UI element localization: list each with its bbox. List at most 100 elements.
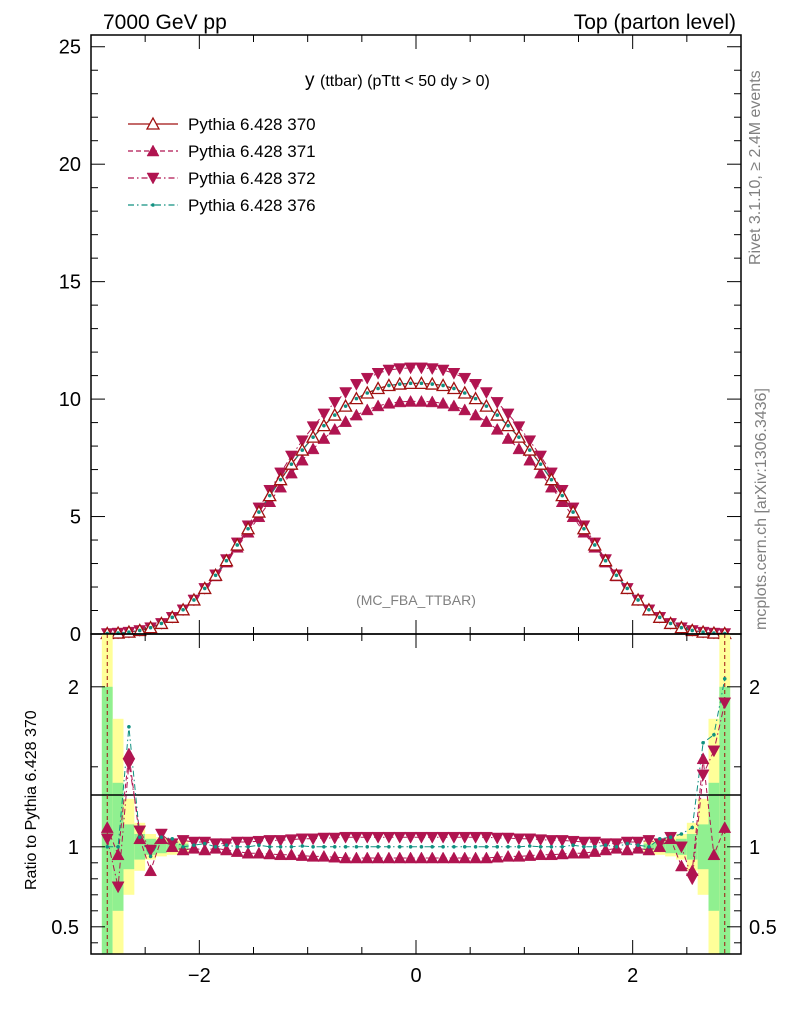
ratio-data-point [274,848,288,861]
ratio-bands [101,634,731,954]
ratio-data-point [425,851,439,864]
main-data-point [148,625,153,630]
main-data-point [657,615,662,620]
ratio-data-point [462,845,467,849]
main-data-point [328,422,342,435]
ratio-data-point [360,831,374,844]
ratio-data-point [317,832,331,845]
main-data-point [349,379,363,391]
ratio-data-point [343,845,348,849]
ratio-data-point [696,769,710,782]
ratio-data-point [647,845,651,849]
main-data-point [192,598,196,602]
ratio-data-point [274,835,288,847]
ratio-data-point [447,851,461,864]
ratio-data-point [469,831,483,844]
main-data-point [387,383,391,388]
legend-marker [151,203,155,207]
main-data-point [690,628,695,633]
main-data-point [371,368,385,380]
main-data-point [354,396,359,401]
ratio-data-point [484,845,489,849]
ratio-data-point [263,835,277,847]
main-data-point [512,442,526,455]
legend-label: Pythia 6.428 370 [188,115,316,134]
ratio-data-point [263,847,277,860]
main-data-point [490,422,504,435]
ratio-data-point [328,850,342,863]
main-data-point [592,543,597,547]
main-data-point [436,396,450,409]
main-data-point [170,615,175,620]
ratio-data-point [625,841,630,846]
ratio-data-point [419,845,424,849]
ratio-data-point [436,831,450,844]
ratio-data-point [588,845,602,857]
main-data-point [538,462,543,466]
ratio-data-point [122,758,136,771]
main-data-point [679,625,684,630]
ratio-data-point [393,831,407,844]
main-data-point [181,608,185,612]
main-y-tick-label: 10 [59,389,81,411]
ratio-data-point [339,831,353,844]
ratio-band-inner [719,686,731,954]
ratio-data-point [436,851,450,864]
ratio-band-inner [156,840,167,854]
main-title-y: y [305,70,315,91]
main-curves [107,367,725,635]
main-data-point [523,435,537,448]
ratio-data-point [674,841,688,854]
ratio-data-point [425,831,439,844]
main-data-point [647,608,651,612]
ratio-data-point [354,845,359,849]
ratio-data-point [458,831,472,844]
ratio-data-point [116,845,120,849]
main-data-point [414,362,428,375]
main-data-point [343,404,348,408]
main-data-point [469,408,483,421]
ratio-data-point [371,851,385,864]
main-data-point [300,448,305,452]
ratio-data-point [176,843,190,856]
ratio-data-point [133,825,147,838]
ratio-panel: 0.5 0.5 1 1 2 2 −2 0 2 Ratio to Pythia 6.428 370 [23,633,777,987]
ratio-data-point [397,845,402,849]
legend-marker [146,172,160,185]
main-data-point [490,397,504,409]
ratio-data-point [289,845,294,849]
main-data-point [534,450,548,463]
ratio-series-line [107,678,726,858]
main-data-point [360,403,374,416]
ratio-data-point [404,831,418,844]
ratio-data-point [577,836,591,849]
main-data-point [441,383,445,388]
ratio-data-point [322,845,326,849]
ratio-data-point [544,835,558,847]
ratio-data-point [295,849,309,861]
ratio-y-axis-label: Ratio to Pythia 6.428 370 [23,710,40,890]
main-data-point [382,364,396,377]
ratio-data-point [267,845,272,849]
ratio-data-point [544,848,558,861]
ratio-data-point [100,833,114,846]
ratio-data-point [707,745,721,758]
main-data-point [462,391,467,395]
ratio-data-point [517,845,521,849]
ratio-y-tick-label-right: 0.5 [749,917,777,939]
ratio-data-point [192,843,196,847]
main-data-point [419,381,424,386]
ratio-curves [106,634,726,954]
legend-marker [146,144,160,157]
ratio-data-point [620,843,634,856]
ratio-data-point [387,845,391,849]
ratio-data-point [642,843,656,856]
ratio-data-point [571,843,575,847]
ratio-data-point [328,832,342,845]
main-data-point [284,466,298,479]
ratio-data-point [701,741,705,745]
ratio-data-point [523,833,537,846]
main-data-point [517,435,521,439]
ratio-data-point [295,833,309,846]
